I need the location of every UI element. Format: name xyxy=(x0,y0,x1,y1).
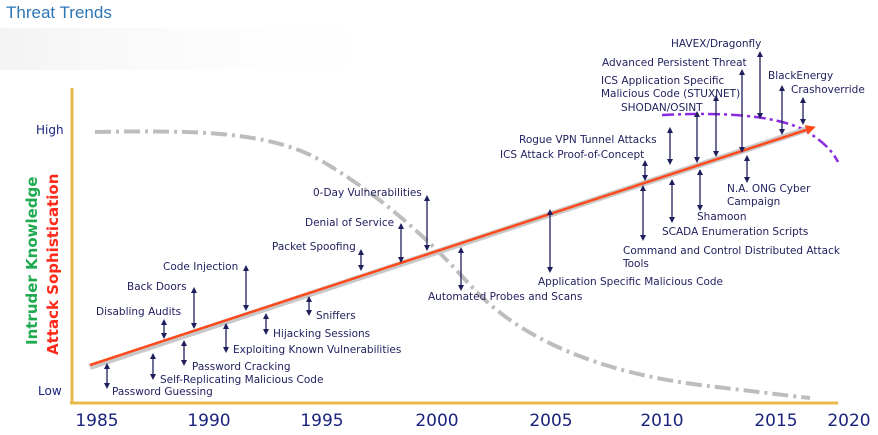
label-hijacking: Hijacking Sessions xyxy=(273,328,370,340)
label-0day: 0-Day Vulnerabilities xyxy=(313,187,422,199)
label-password-cracking: Password Cracking xyxy=(192,361,291,373)
intruder-knowledge-curve xyxy=(94,129,811,400)
x-tick-2000: 2000 xyxy=(415,411,458,431)
label-stuxnet: ICS Application Specific xyxy=(601,75,725,87)
label-command-control: Command and Control Distributed Attack xyxy=(623,245,841,257)
label-command-control-2: Tools xyxy=(622,258,649,270)
y-level-high: High xyxy=(36,123,64,137)
event-labels: Password Guessing Self-Replicating Malic… xyxy=(96,38,865,398)
label-self-replicating: Self-Replicating Malicious Code xyxy=(160,374,323,386)
label-scada: SCADA Enumeration Scripts xyxy=(662,226,808,238)
x-tick-2010: 2010 xyxy=(640,411,683,431)
y-level-low: Low xyxy=(38,384,62,398)
label-shodan: SHODAN/OSINT xyxy=(621,102,703,114)
label-shamoon: Shamoon xyxy=(697,211,747,223)
label-apt: Advanced Persistent Threat xyxy=(602,57,747,69)
x-tick-1985: 1985 xyxy=(75,411,118,431)
label-stuxnet-2: Malicious Code (STUXNET) xyxy=(601,88,740,100)
x-tick-2005: 2005 xyxy=(529,411,572,431)
attack-sophistication-trend-line xyxy=(89,125,816,367)
label-denial-of-service: Denial of Service xyxy=(305,217,394,229)
x-tick-1995: 1995 xyxy=(300,411,343,431)
x-tick-2020: 2020 xyxy=(827,411,870,431)
x-tick-2015: 2015 xyxy=(754,411,797,431)
title-shade xyxy=(0,28,420,70)
label-password-guessing: Password Guessing xyxy=(112,386,213,398)
label-crashoverride: Crashoverride xyxy=(791,84,865,96)
event-arrows xyxy=(104,51,806,389)
page-title: Threat Trends xyxy=(6,3,112,22)
x-tick-labels: 1985 1990 1995 2000 2005 2010 2015 2020 xyxy=(75,411,870,431)
label-code-injection: Code Injection xyxy=(163,261,238,273)
label-na-ong-2: Campaign xyxy=(727,196,780,208)
label-packet-spoofing: Packet Spoofing xyxy=(272,241,356,253)
label-app-specific: Application Specific Malicious Code xyxy=(538,276,723,288)
x-tick-1990: 1990 xyxy=(187,411,230,431)
label-back-doors: Back Doors xyxy=(127,281,187,293)
label-blackenergy: BlackEnergy xyxy=(768,70,833,82)
label-rogue-vpn: Rogue VPN Tunnel Attacks xyxy=(519,134,657,146)
label-sniffers: Sniffers xyxy=(316,310,356,322)
label-automated-probes: Automated Probes and Scans xyxy=(428,291,582,303)
y-title-knowledge: Intruder Knowledge xyxy=(23,177,41,345)
y-axis-titles: Intruder Knowledge Attack Sophistication xyxy=(23,174,62,355)
label-ics-poc: ICS Attack Proof-of-Concept xyxy=(500,149,644,161)
label-disabling-audits: Disabling Audits xyxy=(96,306,181,318)
label-havex: HAVEX/Dragonfly xyxy=(671,38,761,50)
recent-trend-curve xyxy=(661,112,840,163)
label-exploiting: Exploiting Known Vulnerabilities xyxy=(233,344,401,356)
label-na-ong: N.A. ONG Cyber xyxy=(727,183,811,195)
y-title-sophistication: Attack Sophistication xyxy=(44,174,62,355)
